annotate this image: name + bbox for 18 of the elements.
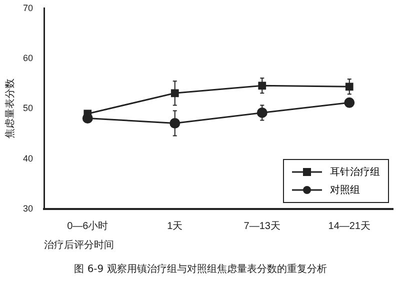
y-tick-label: 40 — [22, 153, 34, 164]
point — [345, 82, 354, 91]
legend-label: 对照组 — [330, 184, 360, 197]
point — [344, 97, 355, 108]
y-tick-label: 30 — [22, 203, 34, 214]
legend-label: 耳针治疗组 — [330, 166, 380, 179]
point — [170, 89, 179, 98]
y-tick-label: 70 — [22, 2, 34, 13]
y-tick-label: 50 — [22, 103, 34, 114]
point — [258, 82, 266, 90]
text: 图 6-9 观察用镇治疗组与对照组焦虑量表分数的重复分析 — [73, 262, 328, 276]
x-tick-label: 1天 — [167, 220, 183, 232]
x-tick-label: 14—21天 — [328, 220, 370, 232]
x-tick-label: 0—6小时 — [67, 220, 108, 232]
y-axis-title: 焦虑量表分数 — [4, 78, 16, 139]
y-tick-label: 60 — [22, 53, 34, 64]
x-axis-title: 治疗后评分时间 — [44, 238, 114, 251]
x-tick-label: 7—13天 — [244, 220, 280, 232]
